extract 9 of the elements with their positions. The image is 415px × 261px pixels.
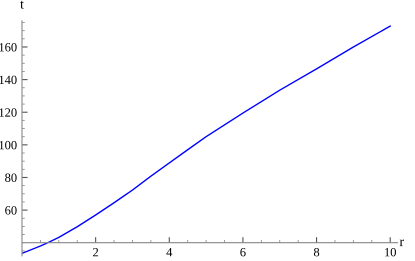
y-tick-label: 80 <box>5 174 17 182</box>
x-tick-label: 4 <box>166 248 172 256</box>
x-tick-label: 10 <box>385 248 396 256</box>
x-tick-label: 8 <box>314 248 320 256</box>
y-axis-title: t <box>20 0 24 9</box>
x-tick-label: 6 <box>240 248 246 256</box>
x-axis-title: r <box>400 240 404 246</box>
x-tick-label: 2 <box>93 248 98 256</box>
y-tick-label: 60 <box>5 206 17 215</box>
